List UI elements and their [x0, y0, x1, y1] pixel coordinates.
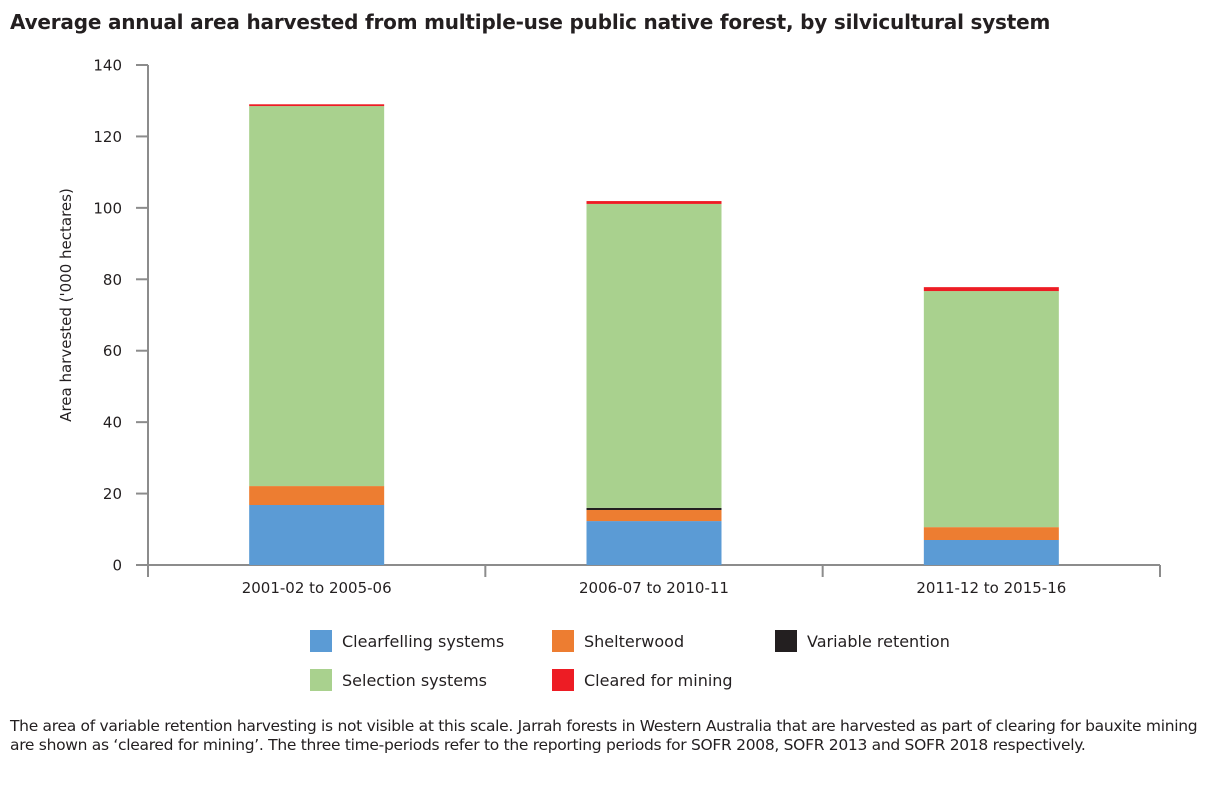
legend-swatch — [552, 669, 574, 691]
bar-segment-clearfelling-systems — [249, 505, 385, 565]
bar-segment-cleared-for-mining — [249, 104, 385, 107]
legend-label: Variable retention — [807, 631, 950, 651]
bars — [249, 104, 1059, 565]
y-axis-title: Area harvested ('000 hectares) — [57, 188, 75, 422]
y-tick-label: 20 — [103, 485, 122, 503]
footnote: The area of variable retention harvestin… — [10, 717, 1198, 754]
bar-segment-selection-systems — [249, 106, 385, 487]
legend-swatch — [552, 630, 574, 652]
legend-label: Shelterwood — [584, 631, 685, 651]
bar-segment-clearfelling-systems — [586, 521, 722, 565]
bar-segment-clearfelling-systems — [923, 540, 1059, 565]
legend-label: Clearfelling systems — [342, 631, 505, 651]
legend-item-shelterwood: Shelterwood — [552, 630, 684, 652]
x-tick-label: 2001-02 to 2005-06 — [242, 579, 392, 597]
y-tick-label: 100 — [93, 199, 122, 217]
y-tick-label: 80 — [103, 271, 122, 289]
y-tick-label: 40 — [103, 414, 122, 432]
bar-segment-shelterwood — [586, 510, 722, 522]
legend-swatch — [310, 630, 332, 652]
legend-label: Selection systems — [342, 670, 487, 690]
legend-swatch — [310, 669, 332, 691]
x-tick-label: 2011-12 to 2015-16 — [916, 579, 1066, 597]
bar-segment-shelterwood — [923, 527, 1059, 540]
legend-item-clearfelling: Clearfelling systems — [310, 630, 504, 652]
bar-segment-selection-systems — [923, 291, 1059, 528]
y-tick-label: 60 — [103, 342, 122, 360]
bar-segment-shelterwood — [249, 486, 385, 505]
legend-label: Cleared for mining — [584, 670, 733, 690]
legend-swatch — [775, 630, 797, 652]
chart-title: Average annual area harvested from multi… — [10, 10, 1051, 34]
legend-item-cleared-for-mining: Cleared for mining — [552, 669, 733, 691]
y-tick-label: 140 — [93, 57, 122, 75]
bar-segment-selection-systems — [586, 203, 722, 508]
legend: Clearfelling systems Shelterwood Variabl… — [310, 630, 1010, 700]
bar-segment-variable-retention — [586, 507, 722, 510]
legend-item-selection: Selection systems — [310, 669, 487, 691]
legend-item-variable-retention: Variable retention — [775, 630, 950, 652]
y-tick-label: 0 — [112, 557, 122, 575]
x-tick-label: 2006-07 to 2010-11 — [579, 579, 729, 597]
bar-segment-cleared-for-mining — [923, 287, 1059, 292]
y-tick-label: 120 — [93, 128, 122, 146]
x-axis: 2001-02 to 2005-06 2006-07 to 2010-11 2011… — [136, 564, 1161, 597]
bar-segment-cleared-for-mining — [586, 201, 722, 204]
y-axis: 0 20 40 60 80 100 120 140 — [93, 57, 149, 577]
